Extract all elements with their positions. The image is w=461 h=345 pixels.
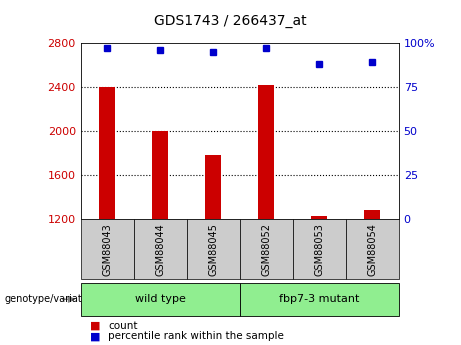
Bar (99, 87, 115, 219)
Bar (364, 210, 380, 219)
Bar (258, 85, 274, 219)
Text: genotype/variation: genotype/variation (5, 294, 97, 304)
Text: GSM88052: GSM88052 (261, 223, 271, 276)
Text: GSM88054: GSM88054 (367, 223, 377, 276)
Text: wild type: wild type (135, 294, 186, 304)
Text: GSM88044: GSM88044 (155, 223, 165, 276)
Bar (311, 216, 327, 219)
Text: ■: ■ (90, 332, 100, 341)
Text: count: count (108, 321, 138, 331)
Bar (205, 155, 221, 219)
Text: percentile rank within the sample: percentile rank within the sample (108, 332, 284, 341)
Text: GSM88053: GSM88053 (314, 223, 324, 276)
Bar (152, 131, 168, 219)
Text: ■: ■ (90, 321, 100, 331)
Text: GDS1743 / 266437_at: GDS1743 / 266437_at (154, 14, 307, 28)
Text: GSM88045: GSM88045 (208, 223, 218, 276)
Text: fbp7-3 mutant: fbp7-3 mutant (279, 294, 360, 304)
Text: GSM88043: GSM88043 (102, 223, 112, 276)
